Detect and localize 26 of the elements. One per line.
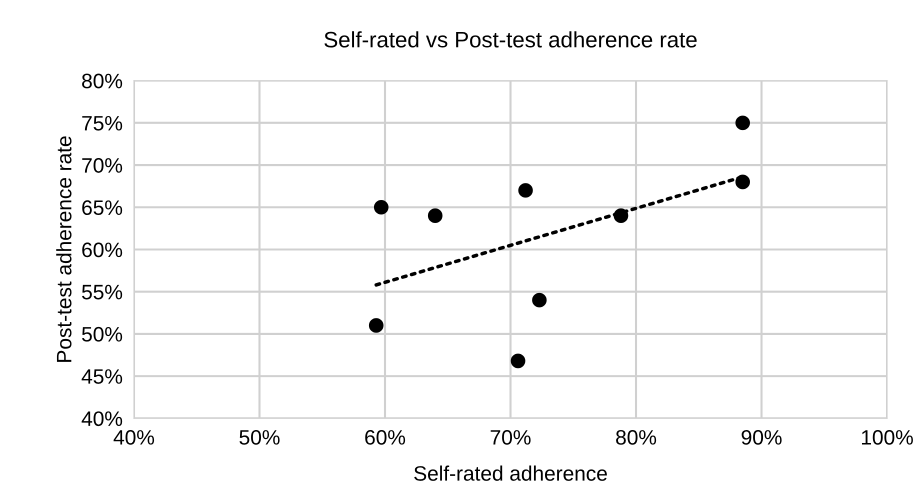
y-tick-label: 80% [82,74,122,88]
x-tick-label: 80% [616,430,656,445]
x-tick-label: 90% [742,430,782,445]
y-tick-label: 45% [82,369,122,384]
point [510,354,526,368]
point [374,200,389,215]
y-axis-title: Post-test adherence rate [56,136,72,362]
x-tick-label: 70% [490,430,531,445]
point [368,318,384,333]
x-tick-label: 50% [239,430,280,445]
y-tick-label: 65% [82,200,122,216]
chart-title: Self-rated vs Post-test adherence rate [324,31,697,48]
point [735,116,750,130]
x-axis-title: Self-rated adherence [414,466,607,481]
y-tick-label: 75% [82,116,122,131]
y-tick-label: 40% [82,411,122,426]
y-tick-label: 60% [82,242,122,258]
y-tick-label: 50% [82,326,122,342]
x-tick-label: 100% [862,430,913,445]
y-tick-label: 70% [82,158,122,173]
x-tick-label: 40% [114,430,154,445]
point [428,208,442,223]
point [532,292,547,308]
point [518,183,533,198]
x-tick-label: 60% [365,430,406,445]
y-tick-label: 55% [82,284,122,300]
